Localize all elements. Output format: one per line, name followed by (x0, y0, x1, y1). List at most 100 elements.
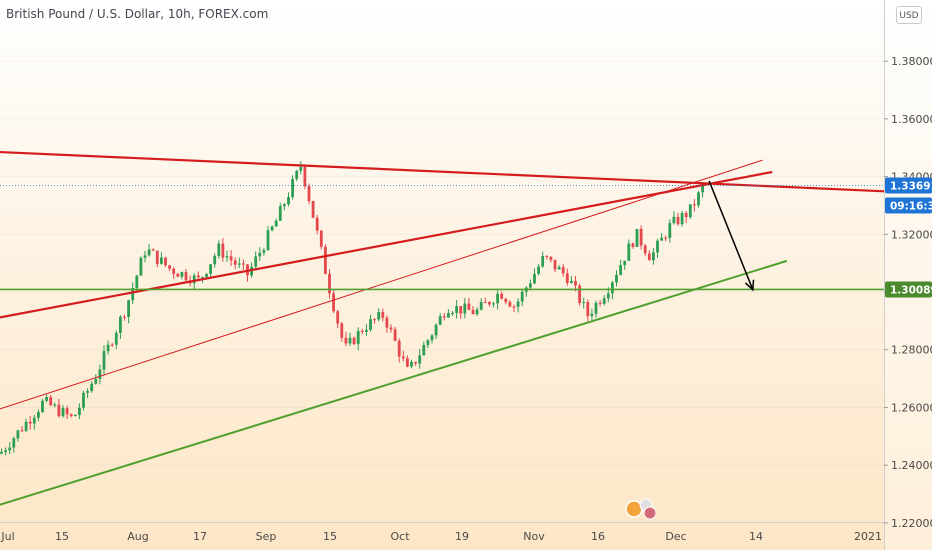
candle-body (32, 417, 36, 424)
candle-body (348, 337, 352, 344)
candle-body (615, 274, 618, 283)
candle-body (196, 275, 200, 278)
candle-body (414, 361, 417, 364)
trendline-rising-resistance-thick[interactable] (0, 170, 773, 319)
x-tick-label: 15 (55, 530, 69, 543)
candle-body (475, 309, 479, 315)
candle-body (315, 217, 319, 231)
candle-body (201, 276, 204, 278)
price-tag (885, 177, 932, 194)
candle-body (49, 397, 53, 406)
price-tag-label: 1.33691 (890, 181, 932, 193)
candle-body (217, 243, 221, 256)
candle-body (598, 302, 602, 304)
candle-body (635, 228, 639, 247)
y-tick-label: 1.36000 (891, 113, 932, 126)
currency-button[interactable]: USD (896, 6, 922, 24)
candle-body (53, 404, 57, 406)
candle-body (574, 281, 577, 286)
candle-body (291, 179, 294, 198)
candle-body (94, 378, 98, 384)
candle-body (254, 256, 258, 267)
candle-body (602, 298, 606, 304)
candle-body (492, 303, 495, 305)
candle-body (438, 316, 442, 325)
candle-body (631, 243, 635, 247)
candle-body (459, 306, 463, 314)
candle-body (639, 228, 643, 246)
candle-body (258, 252, 262, 257)
candle-body (442, 316, 446, 318)
trendline-rising-resistance-thin[interactable] (0, 159, 763, 410)
candle-body (90, 383, 94, 392)
price-tag-label: 1.30089 (890, 284, 932, 296)
candle-body (213, 255, 217, 265)
y-tick-label: 1.22000 (891, 517, 932, 530)
candle-body (455, 306, 458, 313)
candle-body (102, 351, 106, 370)
candle-body (229, 256, 233, 261)
y-tick-label: 1.26000 (891, 401, 932, 414)
candle-body (557, 267, 561, 270)
candle-body (418, 355, 422, 364)
candle-body (652, 252, 655, 261)
candle-body (73, 414, 77, 417)
candle-body (110, 344, 114, 346)
trendline-support-rising[interactable] (0, 259, 788, 506)
price-axis[interactable] (884, 0, 932, 550)
candle-body (225, 256, 229, 258)
candle-body (135, 275, 139, 288)
symbol-title: British Pound / U.S. Dollar, 10h, FOREX.… (6, 7, 269, 21)
price-tag-label: 09:16:32 (890, 201, 932, 213)
candle-body (467, 303, 471, 310)
projection-arrow[interactable] (708, 180, 754, 290)
candle-body (98, 369, 102, 379)
y-tick-label: 1.38000 (891, 55, 932, 68)
candle-body (180, 272, 184, 277)
candles-group (0, 161, 704, 456)
x-tick-label: Sep (256, 530, 277, 543)
trendline-resistance-top[interactable] (0, 150, 885, 193)
candle-body (278, 206, 282, 221)
candle-body (520, 291, 524, 302)
candle-body (172, 268, 176, 274)
candle-body (676, 216, 680, 225)
events-badge-icon[interactable] (625, 498, 657, 520)
candle-body (512, 306, 516, 308)
candle-body (406, 358, 409, 367)
candle-body (381, 312, 385, 318)
candle-body (516, 301, 520, 307)
candle-body (508, 302, 512, 307)
x-tick-label: 17 (193, 530, 207, 543)
candle-body (570, 281, 573, 284)
candle-body (553, 259, 557, 270)
x-tick-label: Dec (665, 530, 686, 543)
candle-body (303, 166, 307, 187)
candle-body (369, 319, 372, 330)
candle-body (61, 408, 65, 417)
candle-body (656, 240, 659, 253)
candle-body (20, 430, 24, 432)
candle-body (693, 204, 696, 206)
candle-body (619, 265, 622, 275)
candle-body (147, 249, 151, 256)
candle-body (127, 300, 130, 317)
candle-body (45, 397, 48, 401)
candle-body (356, 330, 360, 345)
candle-body (590, 313, 594, 317)
candle-body (447, 313, 450, 318)
candle-body (274, 220, 278, 227)
candle-body (541, 255, 545, 267)
y-tick-label: 1.32000 (891, 228, 932, 241)
candle-body (168, 265, 171, 269)
candle-body (299, 166, 303, 171)
x-tick-label: 2021 (854, 530, 882, 543)
candle-body (57, 404, 61, 417)
candle-body (688, 204, 692, 218)
candle-body (668, 223, 672, 238)
x-tick-label: 15 (323, 530, 337, 543)
x-tick-label: Jul (0, 530, 14, 543)
candle-body (205, 273, 208, 277)
